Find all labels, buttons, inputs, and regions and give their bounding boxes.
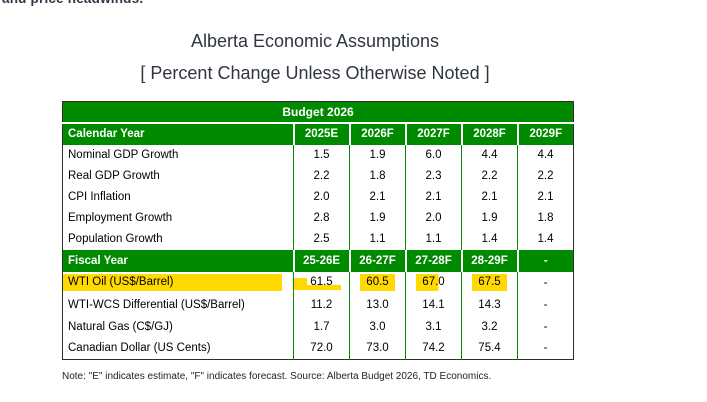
cell-value: 14.1 xyxy=(405,293,462,316)
cell-value: 1.4 xyxy=(461,228,518,250)
col-header-2027f: 2027F xyxy=(404,122,462,145)
table-row: Natural Gas (C$/GJ) 1.7 3.0 3.1 3.2- xyxy=(63,315,574,338)
calendar-rows: Nominal GDP Growth 1.5 1.9 6.0 4.4 4.4 Real GD… xyxy=(63,144,574,250)
cell-value: 2.0 xyxy=(293,186,350,208)
cell-value: 2.1 xyxy=(349,186,406,208)
cell-value: 1.1 xyxy=(349,228,406,250)
row-label: Nominal GDP Growth xyxy=(68,149,179,161)
cell-value: 1.4 xyxy=(516,228,574,250)
col-header-2025e: 2025E xyxy=(292,122,350,145)
cell-value: 3.0 xyxy=(349,315,406,338)
table-row: WTI Oil (US$/Barrel) 61.5 60.5 67.0 67.5- xyxy=(63,271,574,294)
table-title: Alberta Economic Assumptions xyxy=(190,31,440,51)
table-row: Employment Growth 2.8 1.9 2.0 1.9 1.8 xyxy=(63,207,574,229)
cell-value: 2.1 xyxy=(405,186,462,208)
cell-value: 72.0 xyxy=(293,337,350,360)
cell-value: 2.5 xyxy=(293,228,350,250)
col-header-27-28f: 27-28F xyxy=(404,249,462,272)
cell-value: - xyxy=(516,293,574,316)
table-row: Nominal GDP Growth 1.5 1.9 6.0 4.4 4.4 xyxy=(63,144,574,166)
cell-value: 4.4 xyxy=(461,144,518,166)
table-row: Real GDP Growth 2.2 1.8 2.3 2.2 2.2 xyxy=(63,165,574,187)
cell-value: 11.2 xyxy=(293,293,350,316)
calendar-header-row: Calendar Year 2025E 2026F 2027F 2028F 20… xyxy=(62,122,574,145)
table-row: CPI Inflation 2.0 2.1 2.1 2.1 2.1 xyxy=(63,186,574,208)
row-label: Employment Growth xyxy=(68,212,173,224)
cell-value: 2.3 xyxy=(405,165,462,187)
cell-value: 74.2 xyxy=(405,337,462,360)
fiscal-header-row: Fiscal Year 25-26E 26-27F 27-28F 28-29F … xyxy=(62,249,574,272)
cell-value: 1.9 xyxy=(349,144,406,166)
budget-header: Budget 2026 xyxy=(62,101,574,124)
row-label: CPI Inflation xyxy=(68,191,131,203)
cell-value: - xyxy=(516,271,574,294)
budget-header-row: Budget 2026 xyxy=(62,101,574,124)
cell-value: - xyxy=(516,315,574,338)
cell-value: 2.2 xyxy=(293,165,350,187)
row-label: Natural Gas (C$/GJ) xyxy=(68,320,173,333)
fiscal-year-header: Fiscal Year xyxy=(62,249,294,272)
cell-value: 73.0 xyxy=(349,337,406,360)
cell-value: 2.8 xyxy=(293,207,350,229)
cell-value: 67.0 xyxy=(405,271,462,294)
cell-value: 2.1 xyxy=(461,186,518,208)
table-row: Canadian Dollar (US Cents) 72.0 73.0 74.2 75… xyxy=(63,337,574,360)
cell-value: 61.5 xyxy=(293,271,350,294)
cell-value: 1.8 xyxy=(516,207,574,229)
calendar-year-header: Calendar Year xyxy=(62,122,294,145)
cell-value: 1.1 xyxy=(405,228,462,250)
cell-value: 3.1 xyxy=(405,315,462,338)
cell-value: 1.5 xyxy=(293,144,350,166)
cell-value: 2.2 xyxy=(461,165,518,187)
col-header-28-29f: 28-29F xyxy=(460,249,518,272)
cell-value: 6.0 xyxy=(405,144,462,166)
row-label: WTI Oil (US$/Barrel) xyxy=(63,272,294,294)
cell-value: 2.2 xyxy=(516,165,574,187)
source-note: Note: "E" indicates estimate, "F" indica… xyxy=(62,371,492,382)
cell-value: - xyxy=(516,337,574,360)
cell-value: 2.0 xyxy=(405,207,462,229)
cell-value: 67.5 xyxy=(461,271,518,294)
cell-value: 13.0 xyxy=(349,293,406,316)
row-label: Canadian Dollar (US Cents) xyxy=(68,342,211,355)
col-header-26-27f: 26-27F xyxy=(348,249,406,272)
cell-value: 75.4 xyxy=(461,337,518,360)
table-subtitle: [ Percent Change Unless Otherwise Noted … xyxy=(140,63,490,83)
row-label: Real GDP Growth xyxy=(68,170,160,182)
cell-value: 14.3 xyxy=(461,293,518,316)
table-row: Population Growth 2.5 1.1 1.1 1.4 1.4 xyxy=(63,228,574,250)
cell-value: 4.4 xyxy=(516,144,574,166)
table-row: WTI-WCS Differential (US$/Barrel) 11.2 13.… xyxy=(63,293,574,316)
table-heading: Alberta Economic Assumptions [ Percent C… xyxy=(0,30,630,84)
cell-value: 1.9 xyxy=(461,207,518,229)
row-label: WTI-WCS Differential (US$/Barrel) xyxy=(68,298,245,311)
economic-assumptions-table: Budget 2026 Calendar Year 2025E 2026F 20… xyxy=(62,101,575,360)
col-header-2026f: 2026F xyxy=(348,122,406,145)
col-header-2029f: 2029F xyxy=(516,122,574,145)
cell-value: 1.9 xyxy=(349,207,406,229)
col-header-25-26e: 25-26E xyxy=(292,249,350,272)
row-label: Population Growth xyxy=(68,233,163,245)
cell-value: 2.1 xyxy=(516,186,574,208)
clipped-paragraph-text: and price headwinds. xyxy=(2,0,143,6)
col-header-dash: - xyxy=(516,249,574,272)
col-header-2028f: 2028F xyxy=(460,122,518,145)
fiscal-rows: WTI Oil (US$/Barrel) 61.5 60.5 67.0 67.5- WTI… xyxy=(63,271,574,360)
cell-value: 3.2 xyxy=(461,315,518,338)
cell-value: 60.5 xyxy=(349,271,406,294)
cell-value: 1.7 xyxy=(293,315,350,338)
cell-value: 1.8 xyxy=(349,165,406,187)
